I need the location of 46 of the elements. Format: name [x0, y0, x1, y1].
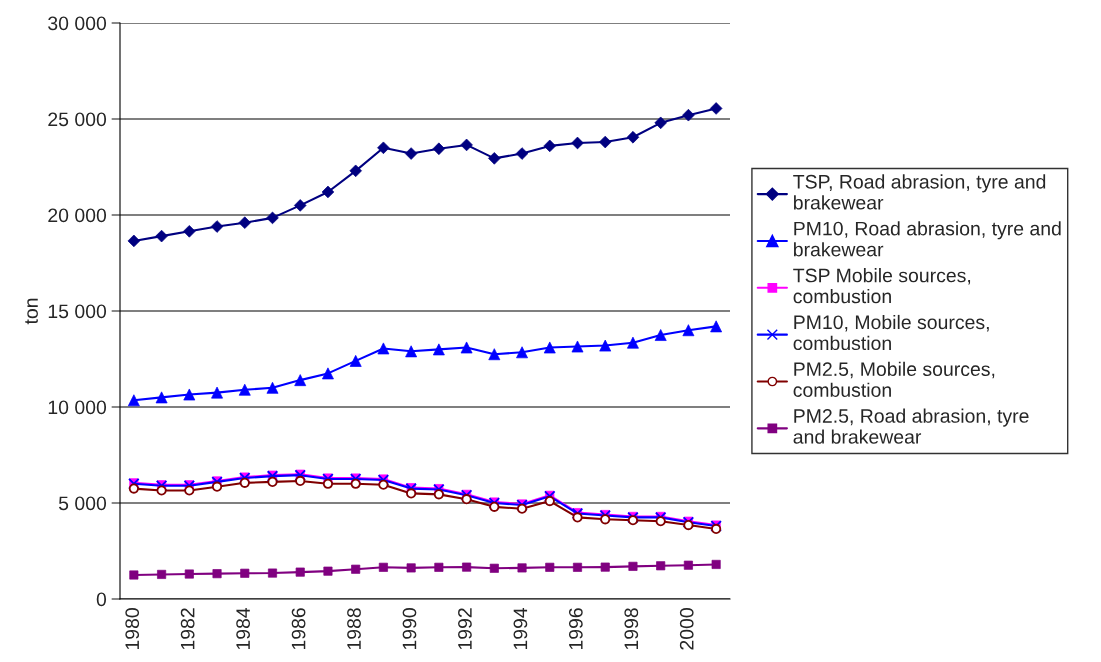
x-tick-label: 1994: [513, 607, 528, 650]
point: [350, 478, 361, 489]
point: [267, 476, 278, 487]
point: [461, 494, 472, 505]
y-tick-label: 30 000: [48, 16, 107, 31]
point: [572, 512, 583, 523]
x-tick-label: 1980: [125, 608, 140, 650]
x-tick-label: 1984: [236, 607, 250, 650]
x-tick-label: 2000: [679, 608, 694, 650]
point: [156, 485, 167, 496]
legend-label: PM10, Road abrasion, tyre and brakewear: [794, 221, 1061, 257]
point: [489, 501, 500, 512]
x-tick-label: 1996: [568, 608, 583, 650]
x-tick-label: 1990: [402, 608, 417, 650]
point: [544, 496, 555, 507]
point: [406, 488, 417, 499]
x-tick-label: 1988: [347, 608, 361, 650]
point: [211, 481, 223, 492]
point: [600, 514, 611, 525]
legend-label: TSP, Road abrasion, tyre and brakewear: [793, 174, 1046, 210]
y-axis-title: ton: [25, 298, 38, 325]
y-tick-label: 10 000: [48, 400, 107, 415]
y-tick-label: 25 000: [48, 112, 107, 127]
x-tick-label: 1998: [624, 608, 639, 650]
point: [239, 477, 250, 488]
legend-label: TSP Mobile sources, combustion: [793, 268, 971, 304]
legend-label: PM2.5, Road abrasion, tyre and brakewear: [793, 408, 1029, 444]
point: [322, 478, 334, 489]
point: [128, 483, 139, 494]
point: [516, 503, 528, 514]
point: [655, 516, 666, 527]
y-tick-label: 20 000: [48, 208, 107, 223]
y-tick-label: 5 000: [58, 496, 107, 511]
point: [627, 515, 639, 526]
point: [295, 475, 306, 486]
point: [184, 485, 195, 496]
legend-label: PM2.5, Mobile sources, combustion: [793, 361, 995, 397]
point: [433, 489, 444, 500]
x-tick-label: 1986: [291, 608, 306, 650]
y-tick-label: 15 000: [48, 304, 107, 319]
x-tick-label: 1982: [180, 608, 195, 650]
point: [378, 479, 389, 490]
y-tick-label: 0: [96, 592, 107, 607]
legend-label: PM10, Mobile sources, combustion: [793, 314, 989, 351]
x-tick-label: 1992: [458, 608, 472, 650]
point: [683, 520, 694, 531]
